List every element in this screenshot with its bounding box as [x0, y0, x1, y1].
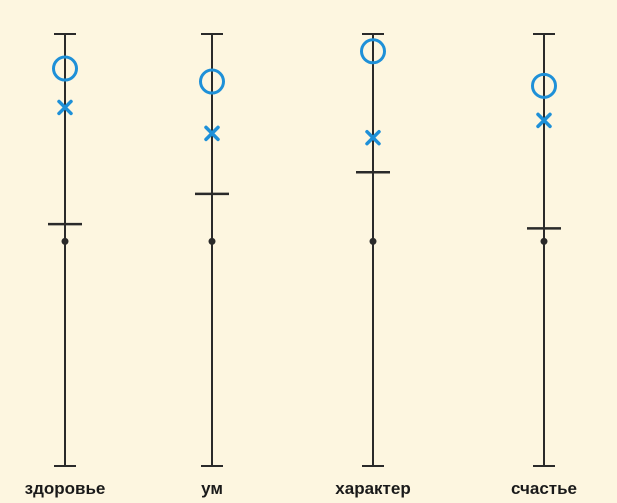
cross-marker	[57, 99, 73, 116]
cross-marker	[536, 112, 552, 129]
circle-marker	[360, 38, 386, 65]
mid-dot	[369, 237, 377, 245]
cross-marker	[365, 129, 381, 146]
mid-dot	[208, 237, 216, 245]
mid-dot	[540, 237, 548, 245]
circle-marker	[531, 72, 557, 99]
scale-label: здоровье	[25, 479, 106, 498]
scale-label: характер	[335, 479, 410, 498]
cross-marker	[204, 125, 220, 142]
scale-label: ум	[201, 479, 223, 498]
chart-marks: здоровье ум характер счастье	[25, 33, 577, 498]
circle-marker	[52, 55, 78, 82]
mid-dot	[61, 237, 69, 245]
circle-marker	[199, 68, 225, 95]
scale-label: счастье	[511, 479, 577, 498]
